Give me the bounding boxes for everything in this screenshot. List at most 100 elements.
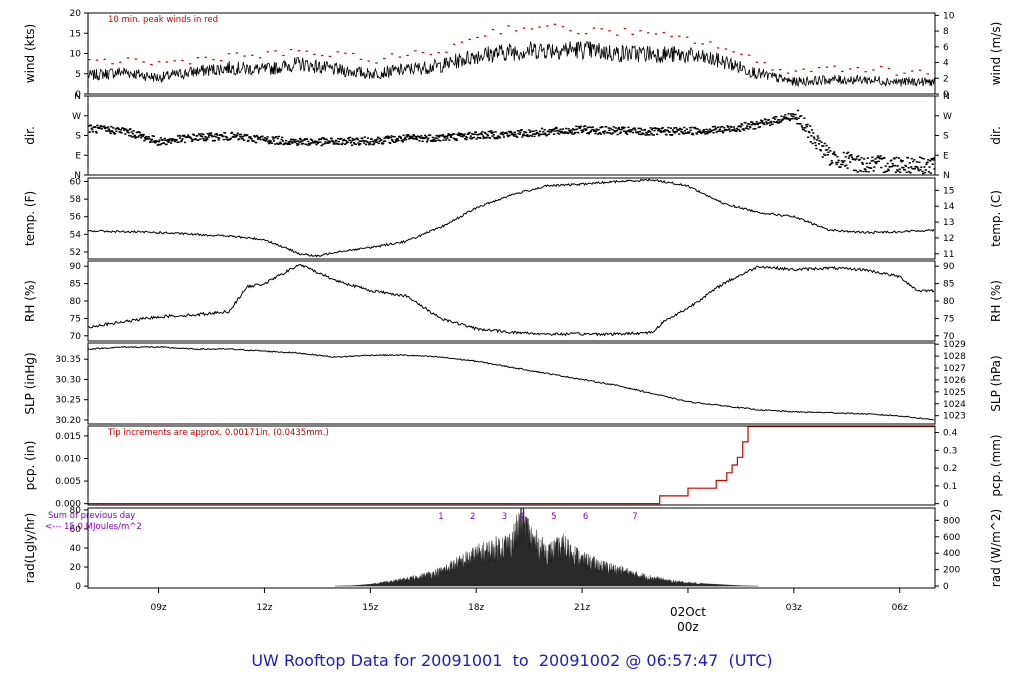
dir-dot: [488, 137, 492, 139]
dir-dot: [483, 131, 486, 134]
dir-dot: [438, 135, 441, 138]
right-tick-label: 800: [943, 516, 960, 526]
dir-dot: [564, 132, 567, 134]
dir-dot: [798, 115, 802, 118]
dir-dot: [158, 139, 161, 141]
panel-frame-slp: [87, 342, 936, 425]
dir-dot: [349, 136, 352, 139]
dir-dot: [321, 143, 324, 146]
dir-dot: [203, 138, 206, 140]
dir-dot: [389, 136, 392, 139]
dir-dot: [920, 157, 924, 159]
dir-dot: [391, 140, 394, 142]
dir-dot: [873, 166, 876, 168]
dir-dot: [643, 128, 647, 131]
dir-dot: [571, 133, 574, 135]
dir-dot: [775, 120, 779, 123]
dir-dot: [774, 118, 777, 120]
dir-dot: [220, 134, 223, 136]
dir-dot: [216, 134, 219, 136]
peak-dot: [297, 50, 301, 52]
dir-dot: [547, 130, 550, 133]
dir-dot: [333, 142, 336, 144]
dir-dot: [522, 133, 525, 135]
peak-dot: [817, 67, 821, 69]
dir-dot: [579, 125, 582, 128]
peak-dot: [856, 66, 860, 69]
dir-dot: [718, 130, 721, 132]
dir-dot: [827, 151, 830, 154]
dir-dot: [600, 133, 603, 135]
dir-dot: [445, 139, 448, 141]
peak-dot: [553, 23, 557, 25]
dir-dot: [353, 143, 356, 145]
dir-dot: [176, 141, 179, 143]
dir-dot: [626, 133, 629, 135]
dir-dot: [674, 130, 677, 133]
dir-dot: [439, 139, 442, 142]
dir-dot: [166, 140, 169, 142]
dir-dot: [170, 140, 173, 142]
dir-dot: [913, 167, 917, 170]
dir-dot: [222, 135, 225, 137]
dir-dot: [657, 130, 660, 132]
dir-dot: [431, 140, 434, 142]
dir-dot: [286, 143, 290, 145]
series-dir-0: [88, 109, 935, 175]
dir-dot: [860, 157, 863, 159]
dir-dot: [210, 134, 213, 137]
right-tick-label: 14: [943, 202, 955, 212]
right-tick-label: 80: [943, 297, 955, 307]
dir-dot: [847, 157, 850, 159]
dir-dot: [335, 139, 338, 142]
dir-dot: [770, 120, 773, 123]
dir-dot: [890, 165, 894, 168]
dir-dot: [649, 127, 652, 129]
right-tick-label: 6: [943, 43, 949, 53]
dir-dot: [742, 128, 745, 130]
dir-dot: [420, 135, 423, 137]
left-tick-label: 15: [70, 29, 81, 39]
right-tick-label: 1025: [943, 388, 966, 398]
dir-dot: [919, 169, 922, 171]
dir-dot: [849, 161, 852, 163]
dir-dot: [826, 148, 829, 151]
dir-dot: [698, 129, 701, 131]
right-tick-label: 75: [943, 314, 954, 324]
dir-dot: [200, 133, 203, 135]
dir-dot: [525, 135, 528, 137]
dir-dot: [495, 136, 499, 139]
peak-dot: [460, 41, 464, 43]
dir-dot: [183, 134, 186, 137]
dir-dot: [316, 142, 319, 145]
dir-dot: [638, 133, 641, 135]
peak-dot: [584, 32, 588, 35]
dir-dot: [468, 131, 471, 134]
dir-dot: [91, 131, 95, 133]
dir-dot: [700, 132, 703, 135]
dir-dot: [276, 137, 279, 140]
dir-dot: [278, 142, 281, 145]
dir-dot: [291, 142, 294, 144]
dir-dot: [500, 133, 504, 135]
panel-wind: 0 5 10 15 20 0 2 4 6 8 10 wind (kts) wind (m/s) 10 mi…: [23, 9, 1003, 100]
dir-dot: [108, 129, 111, 131]
dir-dot: [446, 137, 449, 139]
dir-dot: [132, 130, 135, 132]
dir-dot: [209, 133, 212, 136]
dir-dot: [194, 138, 197, 140]
dir-dot: [842, 151, 845, 154]
dir-dot: [264, 140, 267, 142]
dir-dot: [819, 149, 823, 152]
dir-dot: [464, 135, 467, 138]
dir-dot: [197, 139, 200, 141]
rad-hour-marker: 7: [632, 512, 637, 522]
peak-dot: [336, 51, 339, 53]
peak-dot: [848, 68, 852, 70]
dir-dot: [647, 131, 650, 134]
peak-dot: [445, 51, 448, 53]
dir-dot: [930, 158, 934, 161]
dir-dot: [476, 136, 479, 139]
dir-dot: [638, 130, 641, 133]
dir-dot: [884, 165, 887, 167]
